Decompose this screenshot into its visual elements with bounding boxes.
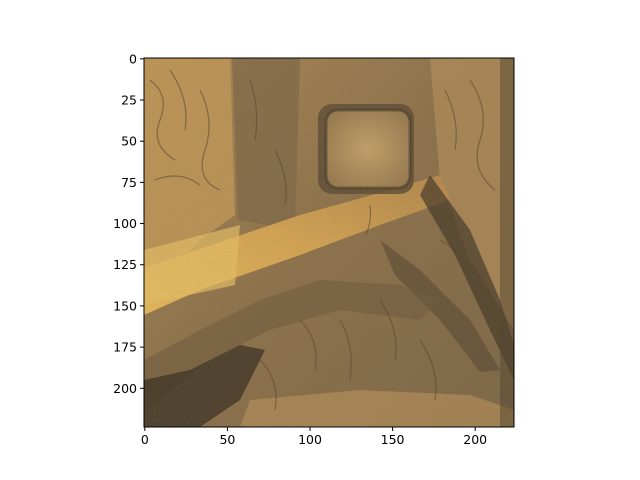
y-tick-label: 200 [113,381,137,396]
y-tick-label: 0 [129,51,137,66]
y-tick-label: 125 [113,257,137,272]
y-tick-label: 25 [121,93,137,108]
x-tick-label: 150 [381,432,405,447]
y-tick-label: 75 [121,175,137,190]
y-tick-label: 50 [121,134,137,149]
photo-texture [144,58,514,427]
axes-frame [143,57,515,428]
y-tick-label: 150 [113,298,137,313]
y-tick-label: 100 [113,216,137,231]
x-tick-label: 50 [219,432,235,447]
x-axis: 0 50 100 150 200 [141,427,487,447]
x-tick-label: 0 [141,432,149,447]
y-tick-label: 175 [113,340,137,355]
x-tick-label: 200 [463,432,487,447]
x-tick-label: 100 [298,432,322,447]
y-axis: 0 25 50 75 100 125 150 175 200 [113,51,144,396]
